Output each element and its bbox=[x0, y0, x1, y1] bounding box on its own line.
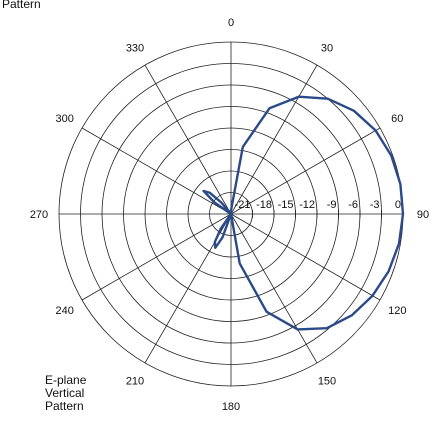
angle-label: 150 bbox=[318, 375, 336, 387]
angle-label: 120 bbox=[388, 305, 406, 317]
grid-spoke bbox=[81, 127, 232, 215]
angle-label: 0 bbox=[228, 17, 234, 29]
chart-title-bottom-line-3: Pattern bbox=[45, 399, 84, 413]
angle-label: 30 bbox=[321, 43, 333, 55]
radial-label: 0 bbox=[395, 199, 401, 211]
radial-label: -6 bbox=[348, 199, 358, 211]
angle-label: 210 bbox=[126, 375, 144, 387]
radial-label: -21 bbox=[235, 199, 251, 211]
angle-label: 90 bbox=[417, 209, 429, 221]
grid-spoke bbox=[230, 127, 381, 215]
angle-label: 270 bbox=[30, 209, 48, 221]
grid-spoke bbox=[230, 64, 318, 215]
chart-title-bottom-line-1: E-plane bbox=[45, 373, 87, 387]
chart-title-bottom-line-2: Vertical bbox=[45, 386, 85, 400]
radial-label: -3 bbox=[370, 199, 380, 211]
grid-spoke bbox=[144, 64, 232, 215]
radial-label: -9 bbox=[327, 199, 337, 211]
angle-label: 180 bbox=[222, 401, 240, 413]
radial-label: -15 bbox=[278, 199, 294, 211]
grid-spoke bbox=[230, 213, 381, 301]
radial-label: -18 bbox=[256, 199, 272, 211]
angle-label: 240 bbox=[56, 305, 74, 317]
chart-title-bottom: E-plane Vertical Pattern bbox=[45, 374, 86, 413]
radial-label: -12 bbox=[299, 199, 315, 211]
chart-title-top: Pattern bbox=[2, 0, 41, 11]
grid-spoke bbox=[230, 213, 318, 364]
angle-label: 60 bbox=[391, 113, 403, 125]
pattern-series-line bbox=[202, 95, 405, 331]
angle-label: 330 bbox=[126, 43, 144, 55]
angle-label: 300 bbox=[56, 113, 74, 125]
grid-spoke bbox=[81, 213, 232, 301]
